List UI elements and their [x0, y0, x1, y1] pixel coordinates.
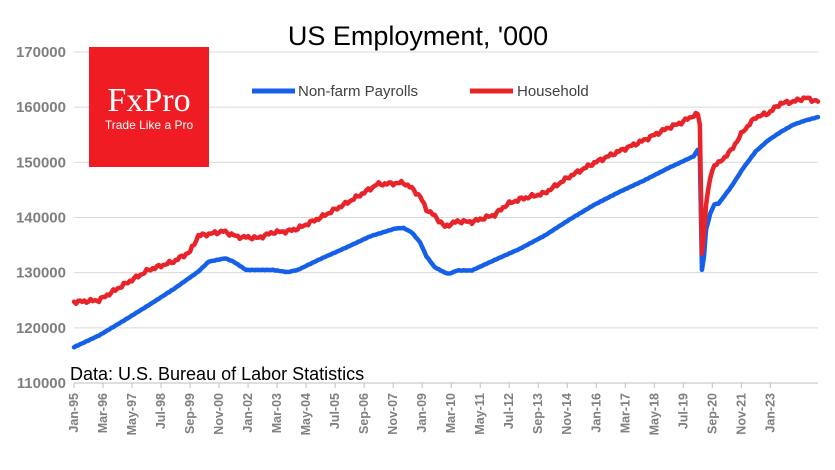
x-tick-label: Jul-05 [328, 393, 342, 429]
x-tick-label: Nov-00 [212, 393, 226, 435]
logo-name: FxPro [107, 82, 190, 119]
x-axis-ticks: Jan-95 Mar-96 May-97 Jul-98 Sep-99 Nov-00 Jan-… [67, 383, 777, 435]
x-tick-label: Nov-21 [734, 393, 748, 435]
fxpro-logo: FxPro Trade Like a Pro [89, 47, 209, 167]
source-note: Data: U.S. Bureau of Labor Statistics [70, 364, 364, 384]
logo-background [89, 47, 209, 167]
x-tick-label: Jan-02 [241, 393, 255, 433]
y-tick-label: 170000 [16, 44, 66, 61]
x-tick-label: Mar-03 [270, 393, 284, 433]
x-tick-label: Nov-14 [560, 393, 574, 435]
x-tick-label: Mar-96 [96, 393, 110, 433]
x-tick-label: Jan-23 [763, 393, 777, 433]
y-tick-label: 140000 [16, 210, 66, 227]
x-tick-label: Mar-10 [444, 393, 458, 433]
x-tick-label: May-18 [647, 393, 661, 435]
x-tick-label: May-97 [125, 393, 139, 435]
y-tick-label: 120000 [16, 320, 66, 337]
x-tick-label: May-11 [473, 393, 487, 435]
x-tick-label: Jul-19 [676, 393, 690, 429]
x-tick-label: Sep-06 [357, 393, 371, 434]
logo-tagline: Trade Like a Pro [105, 118, 194, 132]
x-tick-label: Mar-17 [618, 393, 632, 433]
chart-title: US Employment, '000 [288, 21, 548, 51]
legend-label-nonfarm: Non-farm Payrolls [298, 83, 418, 100]
x-tick-label: May-04 [299, 393, 313, 435]
y-axis-ticks: 110000 120000 130000 140000 150000 160000 1700… [16, 44, 66, 392]
y-tick-label: 110000 [17, 375, 66, 392]
series-lines [71, 95, 821, 350]
x-tick-label: Jul-12 [502, 393, 516, 429]
x-tick-label: Sep-20 [705, 393, 719, 434]
series-line-nonfarm-payrolls [71, 114, 821, 350]
x-tick-label: Jan-16 [589, 393, 603, 433]
y-tick-label: 130000 [16, 265, 66, 282]
legend-label-household: Household [517, 83, 589, 100]
legend: Non-farm Payrolls Household [252, 83, 589, 100]
y-tick-label: 160000 [16, 99, 66, 116]
series-line-household [71, 95, 821, 307]
x-tick-label: Sep-13 [531, 393, 545, 434]
x-tick-label: Jul-98 [154, 393, 168, 429]
x-tick-label: Sep-99 [183, 393, 197, 434]
x-tick-label: Jan-09 [415, 393, 429, 433]
y-tick-label: 150000 [16, 154, 66, 171]
x-tick-label: Jan-95 [67, 393, 81, 433]
x-tick-label: Nov-07 [386, 393, 400, 435]
